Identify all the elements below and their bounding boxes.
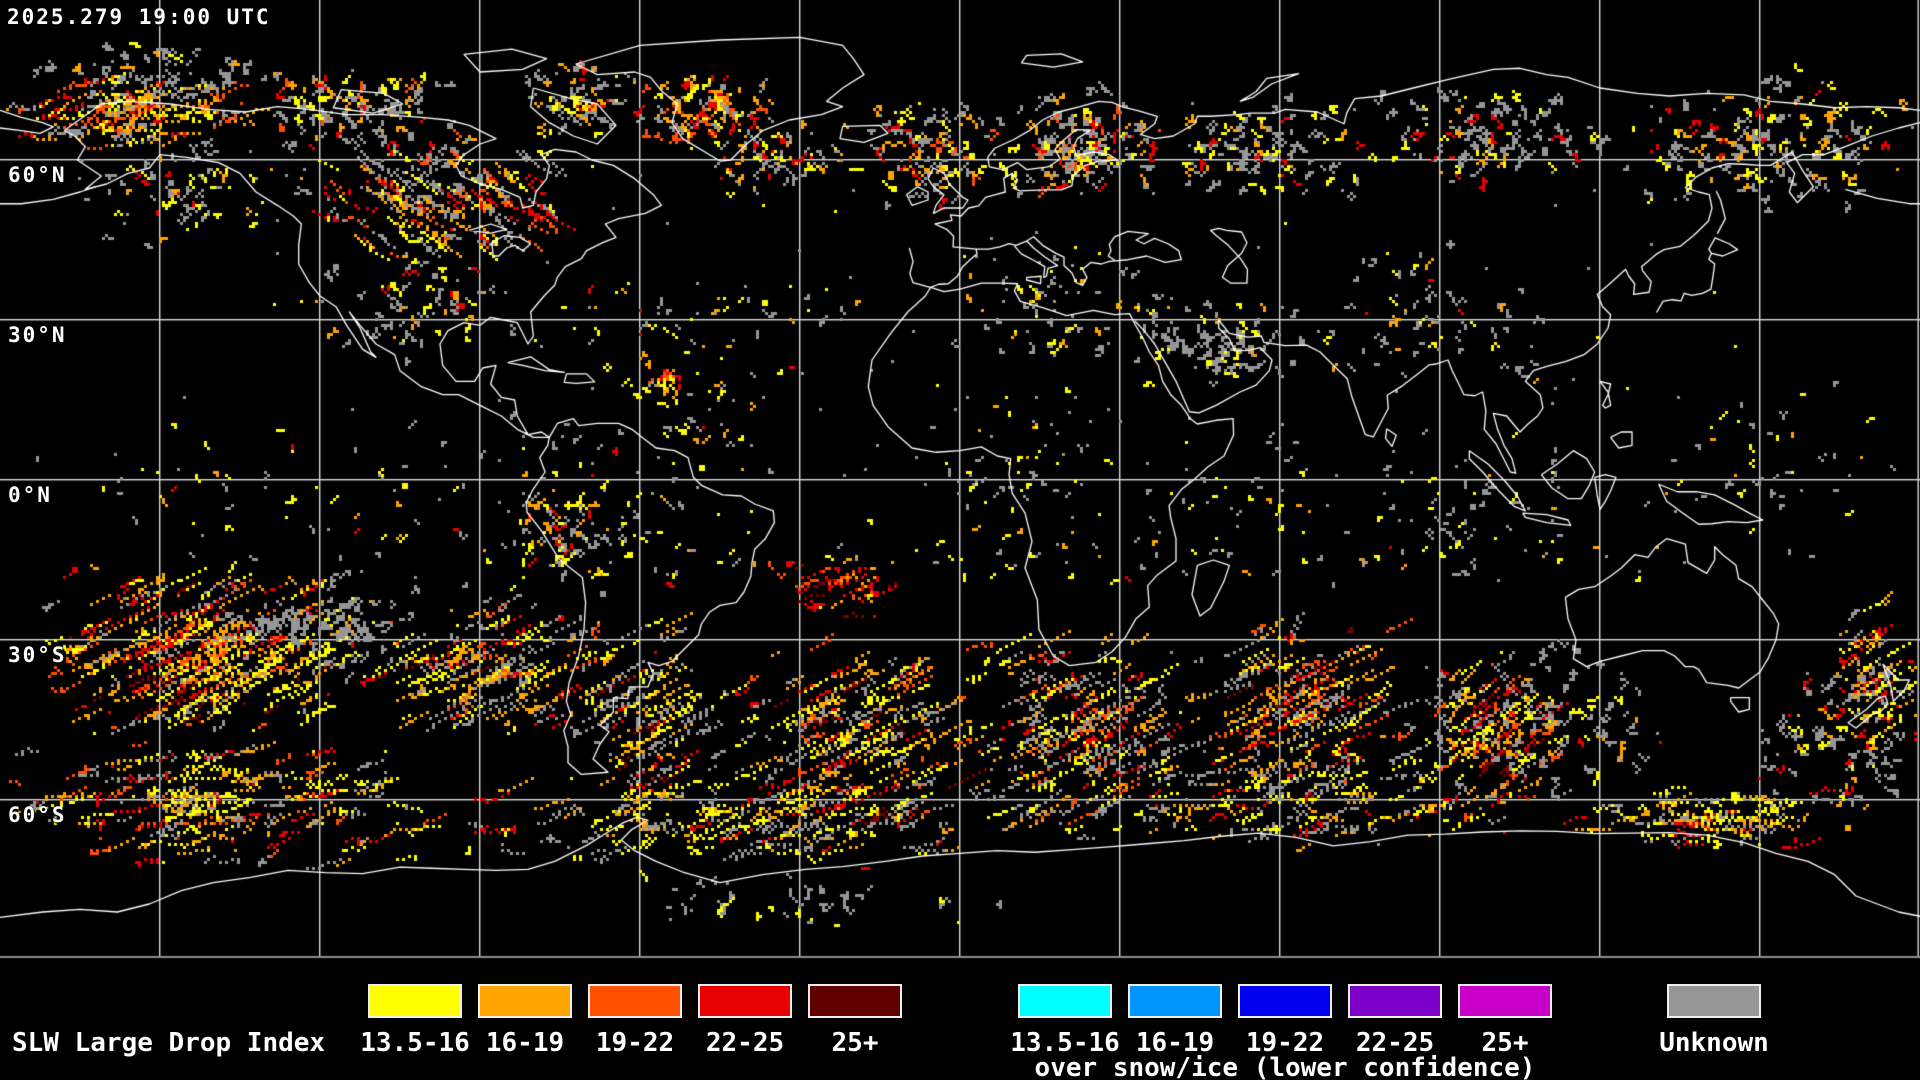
latitude-label-0N: 0°N	[8, 483, 52, 507]
standard-label-25+: 25+	[831, 1028, 879, 1058]
latitude-label-30S: 30°S	[8, 643, 67, 667]
snow-ice-label-19-22: 19-22	[1245, 1028, 1325, 1058]
snow-ice-swatch-13.5-16	[1018, 984, 1112, 1018]
standard-label-16-19: 16-19	[485, 1028, 565, 1058]
standard-swatch-16-19	[478, 984, 572, 1018]
snow-ice-label-25+: 25+	[1481, 1028, 1529, 1058]
standard-swatch-13.5-16	[368, 984, 462, 1018]
snow-ice-label-16-19: 16-19	[1135, 1028, 1215, 1058]
snow-ice-swatch-19-22	[1238, 984, 1332, 1018]
standard-swatch-22-25	[698, 984, 792, 1018]
snow-ice-swatch-25+	[1458, 984, 1552, 1018]
standard-label-13.5-16: 13.5-16	[360, 1028, 470, 1058]
snow-ice-label-22-25: 22-25	[1355, 1028, 1435, 1058]
standard-swatch-25+	[808, 984, 902, 1018]
standard-label-19-22: 19-22	[595, 1028, 675, 1058]
unknown-swatch	[1667, 984, 1761, 1018]
standard-swatch-19-22	[588, 984, 682, 1018]
latitude-label-30N: 30°N	[8, 323, 67, 347]
snow-ice-swatch-16-19	[1128, 984, 1222, 1018]
timestamp: 2025.279 19:00 UTC	[7, 5, 271, 29]
world-map-canvas	[0, 0, 1920, 960]
latitude-label-60S: 60°S	[8, 803, 67, 827]
snow-ice-label-13.5-16: 13.5-16	[1010, 1028, 1120, 1058]
snow-ice-swatch-22-25	[1348, 984, 1442, 1018]
standard-label-22-25: 22-25	[705, 1028, 785, 1058]
legend-title: SLW Large Drop Index	[12, 1028, 326, 1058]
unknown-label: Unknown	[1659, 1028, 1769, 1058]
latitude-label-60N: 60°N	[8, 163, 67, 187]
legend-snow-ice-caption: over snow/ice (lower confidence)	[1034, 1053, 1536, 1080]
